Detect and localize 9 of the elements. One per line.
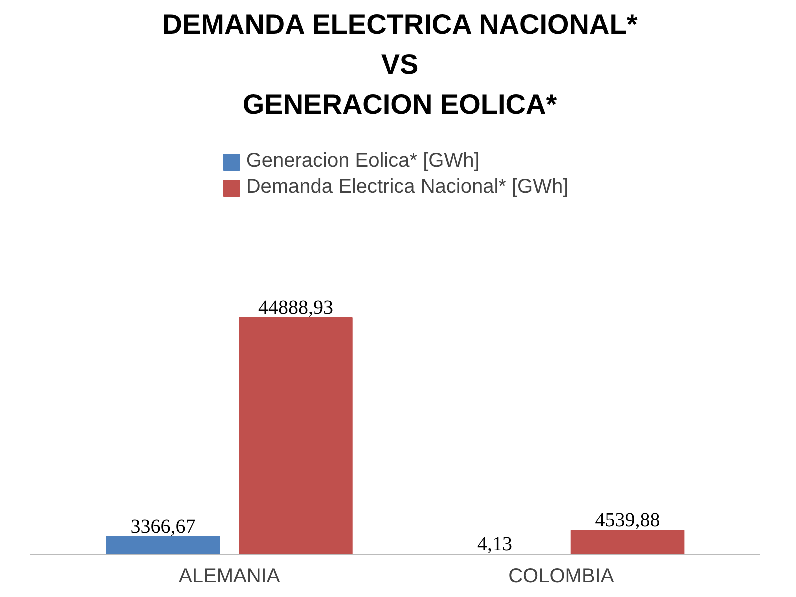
x-tick-label: COLOMBIA [508,566,615,588]
chart-title: DEMANDA ELECTRICA NACIONAL* VS GENERACION EOLICA* [162,8,638,122]
data-label: 44888,93 [258,296,334,319]
data-label: 3366,67 [130,516,196,538]
data-label: 4,13 [478,533,513,556]
x-tick-label: ALEMANIA [179,566,281,588]
data-label: 4539,88 [595,510,660,532]
legend-label: Generacion Eolica* [GWh] [246,150,480,173]
legend-label: Demanda Electrica Nacional* [GWh] [246,176,569,199]
